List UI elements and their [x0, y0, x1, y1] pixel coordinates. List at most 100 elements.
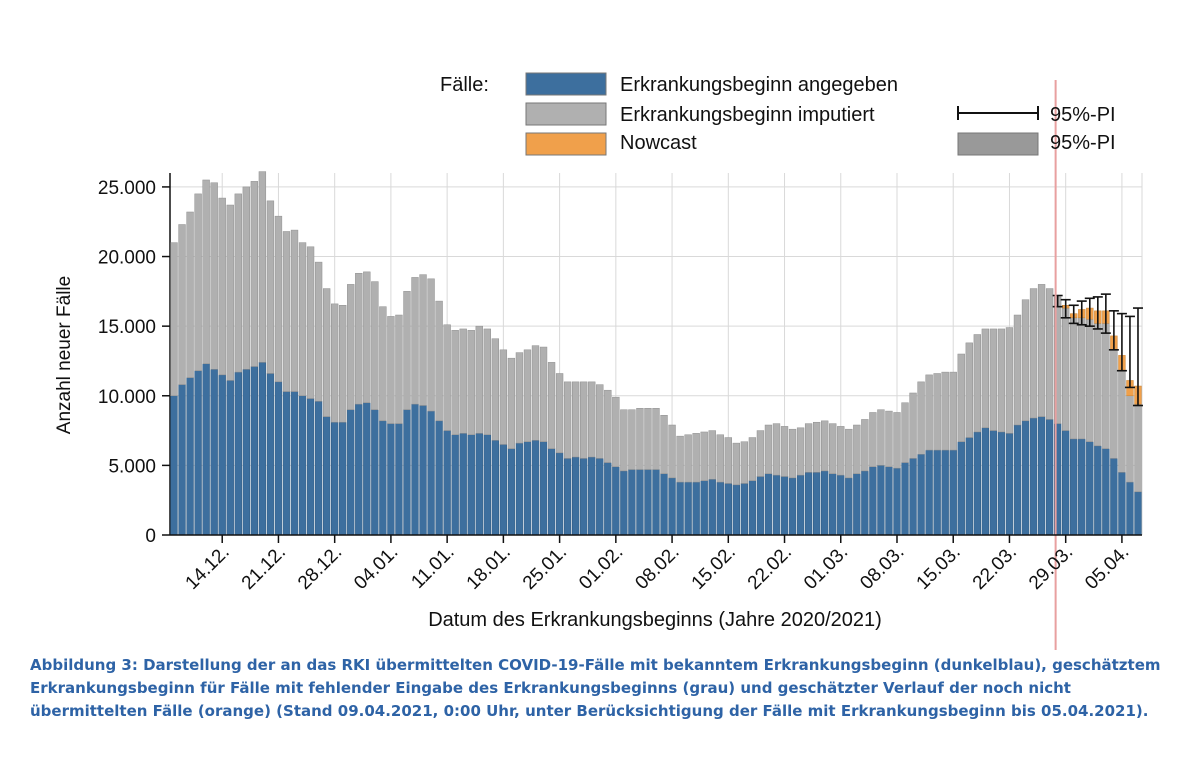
bar-imputed: [451, 330, 459, 436]
x-tick-label: 11.01.: [407, 542, 458, 593]
pi-errorbar: [1060, 298, 1071, 319]
bar-reported: [716, 481, 724, 536]
bar-reported: [1102, 448, 1110, 536]
bar-reported: [507, 448, 516, 536]
legend: Fälle: Erkrankungsbeginn angegeben Erkra…: [440, 72, 1116, 156]
legend-swatch-imputed: [525, 102, 607, 126]
bar-reported: [178, 384, 186, 536]
bar-imputed: [756, 430, 765, 477]
bar-reported: [596, 458, 604, 536]
bar-reported: [949, 449, 957, 536]
bar-reported: [804, 472, 813, 536]
bar-imputed: [853, 424, 861, 474]
bar-reported: [258, 362, 267, 536]
bar-imputed: [829, 423, 837, 474]
bar-imputed: [515, 352, 524, 444]
bar-reported: [531, 440, 540, 536]
y-tick-label: 20.000: [98, 248, 156, 269]
bar-reported: [555, 452, 564, 536]
bar-imputed: [748, 437, 757, 481]
x-tick-label: 04.01.: [350, 542, 402, 594]
bar-reported: [925, 449, 933, 536]
bar-reported: [772, 474, 781, 536]
x-tick-label: 28.12.: [294, 542, 346, 594]
bar-reported: [877, 465, 885, 536]
bar-imputed: [724, 437, 732, 484]
bar-reported: [475, 433, 483, 536]
x-tick-label: 18.01.: [463, 542, 515, 594]
bar-reported: [1110, 458, 1118, 536]
bar-reported: [796, 474, 805, 536]
bar-reported: [869, 466, 877, 536]
bar-imputed: [202, 179, 210, 364]
legend-label-pi-bar: 95%-PI: [1050, 104, 1116, 126]
bar-reported: [837, 474, 845, 536]
bar-imputed: [692, 433, 700, 483]
legend-title: Fälle:: [440, 74, 489, 96]
bar-reported: [1037, 416, 1046, 536]
pi-bars: [1052, 293, 1143, 407]
bar-reported: [451, 434, 459, 536]
bar-reported: [748, 480, 757, 536]
legend-label-nowcast: Nowcast: [620, 132, 697, 154]
bar-reported: [973, 431, 981, 536]
bar-imputed: [981, 328, 990, 429]
bar-reported: [732, 484, 740, 536]
bar-imputed: [467, 330, 475, 436]
x-tick-label: 15.03.: [913, 542, 965, 594]
bar-imputed: [435, 300, 443, 422]
bar-imputed: [700, 431, 708, 481]
bar-reported: [1005, 433, 1014, 536]
y-tick-label: 25.000: [98, 178, 156, 199]
legend-label-imputed: Erkrankungsbeginn imputiert: [620, 104, 875, 126]
bar-reported: [885, 466, 893, 536]
bar-imputed: [604, 389, 612, 463]
x-axis-label: Datum des Erkrankungsbeginns (Jahre 2020…: [428, 609, 882, 631]
bar-reported: [539, 441, 548, 536]
bar-imputed: [869, 412, 877, 468]
bar-reported: [917, 453, 925, 536]
bar-reported: [274, 381, 283, 536]
bar-imputed: [1078, 317, 1086, 440]
bar-reported: [563, 458, 572, 536]
pi-errorbar: [1076, 300, 1087, 326]
bar-reported: [523, 441, 532, 536]
bar-imputed: [917, 381, 925, 455]
bar-imputed: [957, 353, 965, 442]
y-tick-label: 0: [145, 526, 156, 547]
bar-imputed: [1070, 317, 1078, 440]
bar-reported: [644, 469, 652, 536]
bar-imputed: [178, 224, 186, 385]
bar-imputed: [395, 314, 403, 424]
bar-imputed: [1029, 288, 1038, 419]
bar-reported: [845, 477, 853, 536]
bar-reported: [668, 477, 676, 536]
bar-imputed: [660, 415, 668, 474]
bar-imputed: [1102, 323, 1110, 449]
bar-imputed: [1037, 284, 1046, 417]
bar-imputed: [355, 272, 363, 405]
bar-imputed: [997, 328, 1006, 433]
bar-reported: [780, 476, 789, 536]
bar-reported: [660, 473, 668, 536]
bar-imputed: [339, 305, 347, 423]
bar-imputed: [636, 408, 644, 470]
bar-reported: [572, 456, 580, 536]
x-tick-label: 01.02.: [575, 542, 627, 594]
bar-imputed: [788, 428, 797, 479]
bar-reported: [1062, 430, 1070, 536]
bar-reported: [1029, 417, 1038, 536]
bar-reported: [965, 437, 973, 536]
bar-imputed: [419, 274, 427, 406]
bar-reported: [226, 380, 234, 536]
bar-imputed: [547, 362, 556, 449]
figure-caption: Abbildung 3: Darstellung der an das RKI …: [30, 656, 1161, 720]
bar-reported: [821, 470, 829, 536]
bar-imputed: [258, 171, 267, 363]
bar-imputed: [925, 374, 933, 451]
chart: 0 5.000 10.000 15.000 20.000 25.000 14.12. 21.…: [54, 72, 1143, 650]
bar-reported: [1021, 420, 1030, 536]
bar-reported: [1013, 424, 1022, 536]
x-tick-label: 22.03.: [969, 542, 1021, 594]
legend-swatch-pi-band: [957, 132, 1039, 156]
